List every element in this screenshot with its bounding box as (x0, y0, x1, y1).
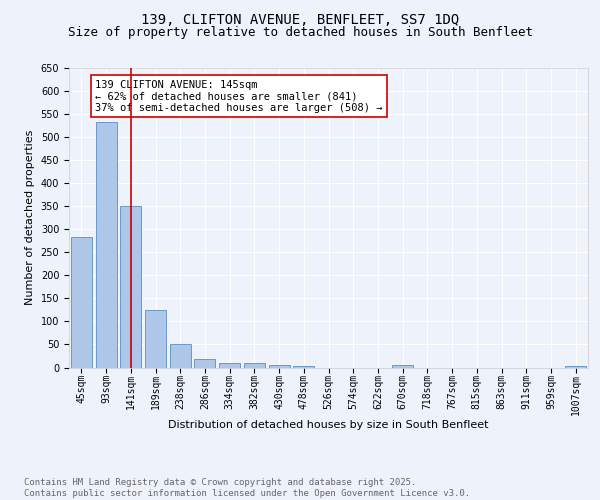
Bar (170, 344, 191, 368)
Bar (145, 310, 166, 368)
Bar (392, 365, 413, 368)
X-axis label: Distribution of detached houses by size in South Benfleet: Distribution of detached houses by size … (168, 420, 489, 430)
Bar (120, 206, 141, 368)
Text: 139, CLIFTON AVENUE, BENFLEET, SS7 1DQ: 139, CLIFTON AVENUE, BENFLEET, SS7 1DQ (141, 12, 459, 26)
Bar (565, 366, 586, 368)
Bar (95, 122, 116, 368)
Bar (71, 237, 92, 368)
Bar (244, 363, 265, 368)
Y-axis label: Number of detached properties: Number of detached properties (25, 130, 35, 305)
Bar (269, 365, 290, 368)
Bar (293, 366, 314, 368)
Text: 139 CLIFTON AVENUE: 145sqm
← 62% of detached houses are smaller (841)
37% of sem: 139 CLIFTON AVENUE: 145sqm ← 62% of deta… (95, 80, 382, 112)
Bar (219, 363, 240, 368)
Text: Size of property relative to detached houses in South Benfleet: Size of property relative to detached ho… (67, 26, 533, 39)
Text: Contains HM Land Registry data © Crown copyright and database right 2025.
Contai: Contains HM Land Registry data © Crown c… (24, 478, 470, 498)
Bar (194, 359, 215, 368)
